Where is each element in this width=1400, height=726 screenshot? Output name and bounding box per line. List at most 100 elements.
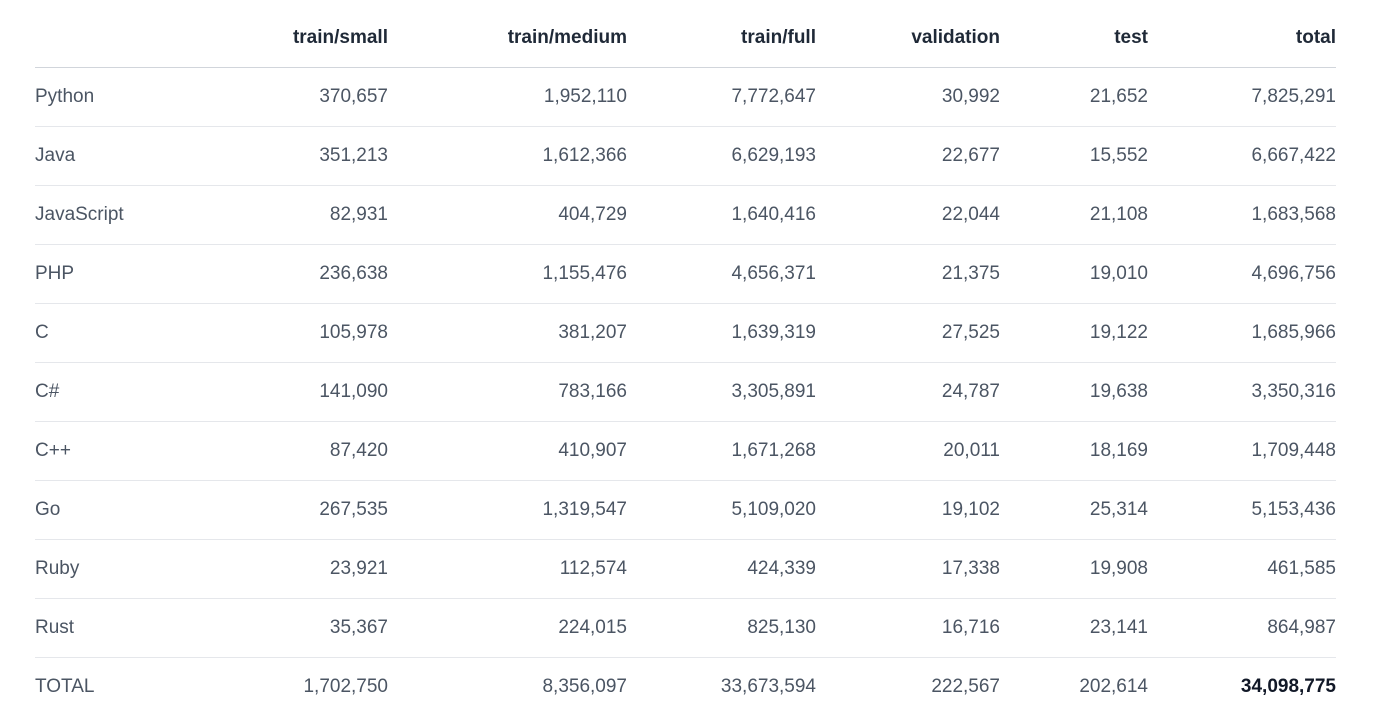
table-row: PHP 236,638 1,155,476 4,656,371 21,375 19,010… (35, 244, 1336, 304)
table-body: Python 370,657 1,952,110 7,772,647 30,992 21,… (35, 67, 1336, 717)
cell-language: Go (35, 480, 185, 540)
cell-train-small: 351,213 (185, 126, 388, 186)
cell-train-medium: 224,015 (388, 598, 627, 658)
table-row: Java 351,213 1,612,366 6,629,193 22,677 15,55… (35, 126, 1336, 186)
table-row: C# 141,090 783,166 3,305,891 24,787 19,638 3,3… (35, 362, 1336, 422)
cell-train-medium: 1,952,110 (388, 67, 627, 127)
cell-train-medium: 404,729 (388, 185, 627, 245)
cell-train-full: 424,339 (627, 539, 816, 599)
cell-train-small: 35,367 (185, 598, 388, 658)
cell-train-medium: 1,155,476 (388, 244, 627, 304)
cell-train-full: 3,305,891 (627, 362, 816, 422)
cell-validation: 21,375 (816, 244, 1000, 304)
cell-train-full: 1,640,416 (627, 185, 816, 245)
cell-total: 6,667,422 (1148, 126, 1336, 186)
cell-train-full: 1,639,319 (627, 303, 816, 363)
cell-language: Python (35, 67, 185, 127)
cell-total: 4,696,756 (1148, 244, 1336, 304)
cell-train-small: 1,702,750 (303, 676, 388, 697)
header-language (35, 8, 185, 68)
cell-total: 3,350,316 (1148, 362, 1336, 422)
cell-train-small: 267,535 (185, 480, 388, 540)
cell-train-medium: 783,166 (388, 362, 627, 422)
table-row: C++ 87,420 410,907 1,671,268 20,011 18,169 1,7… (35, 421, 1336, 481)
cell-total: 34,098,775 (1240, 676, 1336, 697)
cell-language: C# (35, 362, 185, 422)
cell-language: Rust (35, 598, 185, 658)
cell-train-medium: 8,356,097 (542, 676, 627, 697)
cell-validation: 22,044 (816, 185, 1000, 245)
cell-train-medium: 1,612,366 (388, 126, 627, 186)
cell-train-small: 82,931 (185, 185, 388, 245)
cell-validation: 19,102 (816, 480, 1000, 540)
cell-validation: 30,992 (816, 67, 1000, 127)
cell-total: 461,585 (1148, 539, 1336, 599)
cell-total: 5,153,436 (1148, 480, 1336, 540)
cell-test: 202,614 (1079, 676, 1148, 697)
cell-validation: 24,787 (816, 362, 1000, 422)
cell-validation: 22,677 (816, 126, 1000, 186)
header-total: total (1148, 8, 1336, 68)
cell-test: 18,169 (1000, 421, 1148, 481)
cell-test: 19,908 (1000, 539, 1148, 599)
table-header: train/small train/medium train/full vali… (35, 8, 1336, 68)
header-validation: validation (816, 8, 1000, 68)
cell-test: 23,141 (1000, 598, 1148, 658)
cell-language: Java (35, 126, 185, 186)
dataset-splits-table-container: train/small train/medium train/full vali… (35, 8, 1336, 716)
table-row: JavaScript 82,931 404,729 1,640,416 22,044 21… (35, 185, 1336, 245)
table-total-row: TOTAL 1,702,750 8,356,097 33,673,594 222,567… (35, 658, 1336, 717)
cell-language: PHP (35, 244, 185, 304)
cell-test: 21,652 (1000, 67, 1148, 127)
cell-validation: 20,011 (816, 421, 1000, 481)
cell-train-full: 1,671,268 (627, 421, 816, 481)
cell-total: 1,685,966 (1148, 303, 1336, 363)
table-row: Go 267,535 1,319,547 5,109,020 19,102 25,314 5… (35, 480, 1336, 540)
cell-language: Ruby (35, 539, 185, 599)
header-train-full: train/full (627, 8, 816, 68)
dataset-splits-table: train/small train/medium train/full vali… (35, 8, 1336, 716)
cell-language: TOTAL (35, 676, 95, 697)
header-row: train/small train/medium train/full vali… (35, 8, 1336, 68)
header-test: test (1000, 8, 1148, 68)
cell-train-small: 105,978 (185, 303, 388, 363)
cell-train-full: 825,130 (627, 598, 816, 658)
header-train-small: train/small (185, 8, 388, 68)
table-row: Ruby 23,921 112,574 424,339 17,338 19,908 461,… (35, 539, 1336, 599)
header-train-medium: train/medium (388, 8, 627, 68)
cell-validation: 222,567 (931, 676, 1000, 697)
cell-train-medium: 410,907 (388, 421, 627, 481)
cell-train-small: 236,638 (185, 244, 388, 304)
cell-train-small: 23,921 (185, 539, 388, 599)
cell-validation: 17,338 (816, 539, 1000, 599)
cell-test: 19,638 (1000, 362, 1148, 422)
cell-train-small: 370,657 (185, 67, 388, 127)
cell-total: 864,987 (1148, 598, 1336, 658)
cell-test: 25,314 (1000, 480, 1148, 540)
cell-validation: 16,716 (816, 598, 1000, 658)
cell-test: 15,552 (1000, 126, 1148, 186)
cell-validation: 27,525 (816, 303, 1000, 363)
cell-test: 21,108 (1000, 185, 1148, 245)
cell-total: 1,683,568 (1148, 185, 1336, 245)
cell-train-medium: 1,319,547 (388, 480, 627, 540)
table-row: Rust 35,367 224,015 825,130 16,716 23,141 864,… (35, 598, 1336, 658)
cell-language: C++ (35, 421, 185, 481)
cell-train-full: 4,656,371 (627, 244, 816, 304)
cell-train-full: 33,673,594 (720, 676, 816, 697)
table-row: C 105,978 381,207 1,639,319 27,525 19,122 1,68… (35, 303, 1336, 363)
cell-train-full: 7,772,647 (627, 67, 816, 127)
cell-language: C (35, 303, 185, 363)
cell-language: JavaScript (35, 185, 185, 245)
cell-train-small: 87,420 (185, 421, 388, 481)
table-row: Python 370,657 1,952,110 7,772,647 30,992 21,… (35, 67, 1336, 127)
cell-total: 1,709,448 (1148, 421, 1336, 481)
cell-train-small: 141,090 (185, 362, 388, 422)
cell-test: 19,122 (1000, 303, 1148, 363)
cell-train-full: 5,109,020 (627, 480, 816, 540)
cell-total: 7,825,291 (1148, 67, 1336, 127)
cell-test: 19,010 (1000, 244, 1148, 304)
cell-train-medium: 112,574 (388, 539, 627, 599)
cell-train-full: 6,629,193 (627, 126, 816, 186)
cell-train-medium: 381,207 (388, 303, 627, 363)
